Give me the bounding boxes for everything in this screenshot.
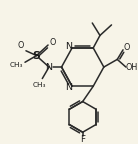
Text: CH₃: CH₃	[33, 82, 46, 88]
Text: N: N	[46, 62, 53, 72]
Text: N: N	[65, 42, 72, 51]
Text: CH₃: CH₃	[10, 62, 23, 68]
Text: O: O	[124, 43, 130, 52]
Text: OH: OH	[126, 62, 138, 72]
Text: N: N	[65, 83, 72, 92]
Text: S: S	[33, 51, 40, 61]
Text: F: F	[80, 135, 85, 144]
Text: O: O	[50, 38, 56, 47]
Text: O: O	[18, 40, 24, 50]
